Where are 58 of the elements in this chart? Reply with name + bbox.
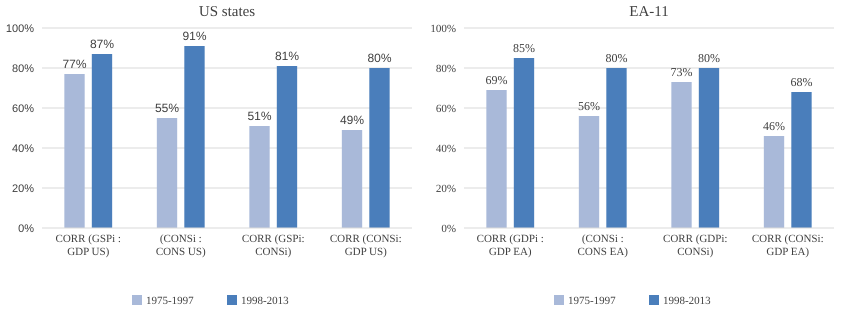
y-tick-label: 60% — [12, 102, 34, 115]
x-tick-label: CORR (GDPi: CONSi) — [663, 233, 728, 258]
y-tick-label: 80% — [436, 62, 456, 75]
y-tick-label: 20% — [436, 182, 456, 195]
chart-title: US states — [198, 4, 256, 20]
bar — [276, 66, 298, 228]
data-label: 80% — [698, 51, 720, 65]
bar — [578, 116, 600, 228]
data-label: 85% — [512, 41, 535, 55]
x-tick-label: (CONSi : CONS EA) — [578, 233, 628, 258]
y-tick-label: 100% — [6, 22, 34, 35]
x-tick-label: CORR (GSPi: CONSi) — [242, 233, 305, 258]
bar — [486, 90, 507, 228]
bar — [791, 92, 812, 228]
chart-title: EA-11 — [629, 4, 669, 20]
x-tick-label: CORR (CONSi: GDP US) — [330, 233, 402, 258]
y-tick-label: 0% — [18, 222, 34, 235]
data-label: 51% — [248, 109, 272, 123]
y-tick-label: 0% — [441, 222, 456, 235]
x-tick-label: CORR (CONSi: GDP EA) — [752, 233, 824, 258]
bar — [156, 118, 178, 228]
data-label: 87% — [90, 37, 114, 51]
y-tick-label: 80% — [12, 62, 34, 75]
data-label: 56% — [578, 99, 600, 113]
x-tick-label: CORR (GDPi : GDP EA) — [476, 233, 544, 258]
bar — [92, 54, 112, 228]
data-label: 80% — [367, 51, 392, 65]
data-label: 77% — [62, 57, 87, 71]
legend-label: 1998-2013 — [241, 294, 290, 307]
bar — [671, 82, 692, 228]
y-tick-label: 20% — [12, 182, 34, 195]
data-label: 91% — [182, 29, 207, 43]
data-label: 81% — [274, 49, 300, 63]
bar — [184, 46, 205, 228]
data-label: 68% — [790, 75, 812, 89]
y-tick-label: 100% — [430, 22, 456, 35]
bar — [249, 126, 270, 228]
data-label: 49% — [340, 113, 364, 127]
bar — [514, 58, 534, 228]
x-tick-label: CORR (GSPi : GDP US) — [56, 233, 121, 258]
legend-label: 1975-1997 — [146, 294, 194, 307]
bar — [342, 130, 362, 228]
x-tick-label: (CONSi : CONS US) — [156, 233, 206, 258]
y-tick-label: 40% — [436, 142, 456, 155]
data-label: 80% — [605, 51, 628, 65]
data-label: 73% — [670, 65, 693, 79]
bar — [606, 68, 627, 228]
legend-label: 1998-2013 — [663, 294, 712, 307]
bar — [64, 74, 85, 228]
bar — [764, 136, 784, 228]
bar — [698, 68, 720, 228]
data-label: 46% — [763, 119, 786, 133]
data-label: 55% — [155, 101, 180, 115]
y-tick-label: 60% — [436, 102, 456, 115]
legend-label: 1975-1997 — [568, 294, 616, 307]
data-label: 69% — [486, 73, 508, 87]
y-tick-label: 40% — [12, 142, 34, 155]
bar — [369, 68, 390, 228]
